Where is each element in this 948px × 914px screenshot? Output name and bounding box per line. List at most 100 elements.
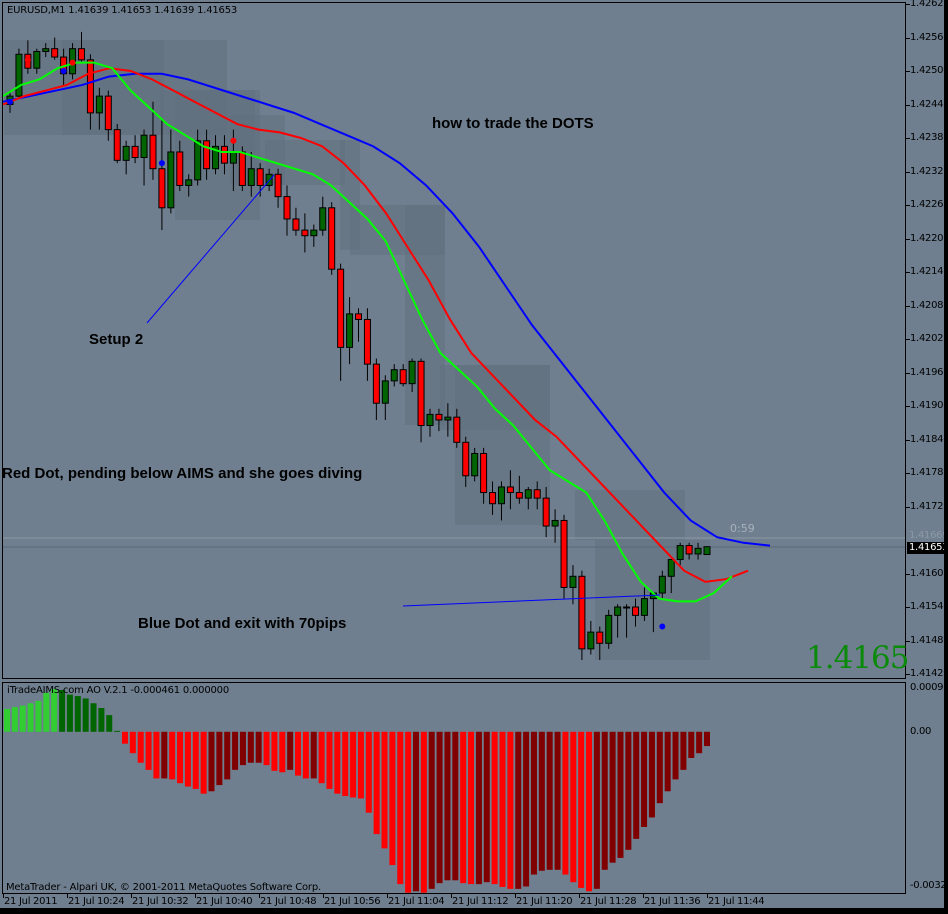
ao-histogram-bar: [255, 731, 262, 763]
bull-candle[interactable]: [676, 545, 684, 561]
bear-candle[interactable]: [632, 606, 640, 616]
bull-candle[interactable]: [15, 53, 23, 97]
bull-candle[interactable]: [265, 173, 273, 186]
bear-candle[interactable]: [283, 196, 291, 220]
ao-histogram-bar: [468, 731, 475, 885]
bull-candle[interactable]: [524, 489, 532, 499]
bear-candle[interactable]: [355, 313, 362, 320]
bear-candle[interactable]: [578, 575, 586, 650]
ma-slow-blue-line: [2, 72, 771, 547]
ao-histogram-bar: [523, 731, 530, 887]
bull-candle[interactable]: [42, 48, 50, 52]
bear-candle[interactable]: [363, 318, 371, 365]
exit-trendline[interactable]: [402, 594, 661, 607]
big-price-display: 1.4165: [806, 640, 909, 676]
bull-candle[interactable]: [212, 145, 220, 170]
bear-candle[interactable]: [480, 452, 488, 494]
bull-candle[interactable]: [605, 614, 613, 644]
bear-candle[interactable]: [515, 492, 523, 499]
bear-candle[interactable]: [596, 631, 604, 644]
bear-candle[interactable]: [203, 140, 211, 170]
bear-candle[interactable]: [176, 151, 184, 186]
bull-candle[interactable]: [33, 50, 41, 69]
bear-candle[interactable]: [435, 413, 443, 421]
bull-candle[interactable]: [194, 140, 202, 181]
bull-candle[interactable]: [623, 606, 631, 609]
bull-candle[interactable]: [319, 207, 327, 231]
bull-candle[interactable]: [658, 575, 666, 594]
bear-candle[interactable]: [51, 48, 59, 58]
bear-candle[interactable]: [560, 519, 568, 588]
ao-histogram-bar: [43, 692, 50, 732]
bull-candle[interactable]: [426, 413, 434, 427]
ao-histogram-bar: [373, 731, 380, 835]
bull-candle[interactable]: [471, 452, 479, 477]
ao-histogram-bar: [271, 731, 278, 771]
bull-candle[interactable]: [167, 151, 175, 209]
bull-candle[interactable]: [390, 369, 398, 382]
bear-candle[interactable]: [158, 168, 166, 209]
ao-histogram-bar: [680, 731, 687, 770]
bull-candle[interactable]: [587, 631, 595, 650]
bull-candle[interactable]: [346, 313, 354, 348]
bear-candle[interactable]: [533, 489, 541, 499]
bear-candle[interactable]: [453, 416, 461, 443]
bull-candle[interactable]: [497, 486, 505, 505]
bear-candle[interactable]: [77, 48, 85, 61]
bear-candle[interactable]: [685, 545, 693, 555]
bear-candle[interactable]: [256, 168, 264, 186]
bull-candle[interactable]: [95, 95, 103, 114]
bull-candle[interactable]: [381, 380, 389, 404]
bull-candle[interactable]: [694, 547, 702, 555]
bull-candle[interactable]: [140, 134, 148, 159]
bear-candle[interactable]: [113, 129, 121, 161]
bull-candle[interactable]: [247, 168, 255, 186]
bear-candle[interactable]: [104, 95, 112, 131]
bear-candle[interactable]: [417, 360, 425, 427]
bull-candle[interactable]: [640, 598, 648, 616]
bear-candle[interactable]: [372, 363, 380, 404]
ao-histogram-bar: [74, 696, 81, 732]
ask-price-label: 1.41669: [909, 530, 948, 541]
price-chart-pane[interactable]: [2, 2, 906, 679]
setup-trendline[interactable]: [146, 174, 275, 324]
bear-candle[interactable]: [399, 369, 407, 385]
ao-histogram-bar: [507, 731, 514, 889]
ao-histogram-bar: [232, 731, 239, 770]
bull-candle[interactable]: [667, 559, 675, 577]
bear-candle[interactable]: [542, 497, 550, 527]
bear-candle[interactable]: [328, 207, 336, 270]
price-axis-tick: [906, 4, 910, 5]
bear-candle[interactable]: [131, 145, 139, 159]
bull-candle[interactable]: [185, 179, 193, 186]
bear-candle[interactable]: [292, 218, 300, 231]
time-axis-label: 21 Jul 11:28: [580, 896, 637, 907]
bull-candle[interactable]: [703, 546, 711, 556]
ao-histogram-bar: [530, 731, 537, 875]
bear-candle[interactable]: [86, 59, 94, 114]
bear-candle[interactable]: [506, 486, 514, 494]
bear-candle[interactable]: [149, 134, 157, 170]
bull-candle[interactable]: [551, 519, 559, 527]
bear-candle[interactable]: [220, 145, 228, 164]
bull-candle[interactable]: [408, 360, 416, 385]
blue-signal-dot: [7, 98, 13, 105]
bull-candle[interactable]: [122, 145, 130, 161]
bear-candle[interactable]: [489, 492, 497, 505]
bull-candle[interactable]: [614, 606, 622, 616]
indicator-pane[interactable]: [2, 682, 906, 894]
bull-candle[interactable]: [444, 416, 452, 421]
annotation-setup: Setup 2: [89, 331, 144, 348]
bear-candle[interactable]: [274, 173, 282, 198]
bear-candle[interactable]: [301, 229, 309, 237]
bull-candle[interactable]: [569, 575, 577, 588]
bear-candle[interactable]: [337, 268, 345, 348]
bear-candle[interactable]: [462, 441, 470, 477]
price-axis-tick: [906, 674, 910, 675]
bull-candle[interactable]: [310, 229, 318, 237]
ao-histogram-bar: [208, 731, 215, 792]
ao-histogram-bar: [334, 731, 341, 794]
ao-histogram-bar: [279, 731, 286, 773]
